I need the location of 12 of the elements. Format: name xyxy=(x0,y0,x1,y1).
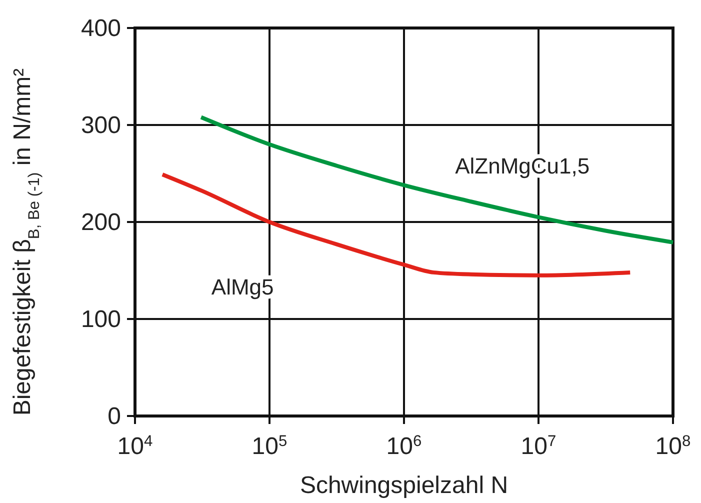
y-tick-label: 0 xyxy=(108,403,121,430)
x-tick-label: 10$^{5}$ xyxy=(252,432,288,460)
x-tick-label: 10$^{6}$ xyxy=(386,432,422,460)
x-tick-label: 10$^{8}$ xyxy=(655,432,691,460)
y-tick-label: 300 xyxy=(80,112,121,139)
y-tick-label: 100 xyxy=(80,306,121,333)
y-tick-label: 400 xyxy=(80,15,121,42)
x-tick-label: 10$^{7}$ xyxy=(520,432,556,460)
x-tick-label: 10$^{4}$ xyxy=(117,432,154,460)
line-series xyxy=(199,115,675,244)
x-axis-title: Schwingspielzahl N xyxy=(300,472,508,499)
y-tick-label: 200 xyxy=(80,209,121,236)
